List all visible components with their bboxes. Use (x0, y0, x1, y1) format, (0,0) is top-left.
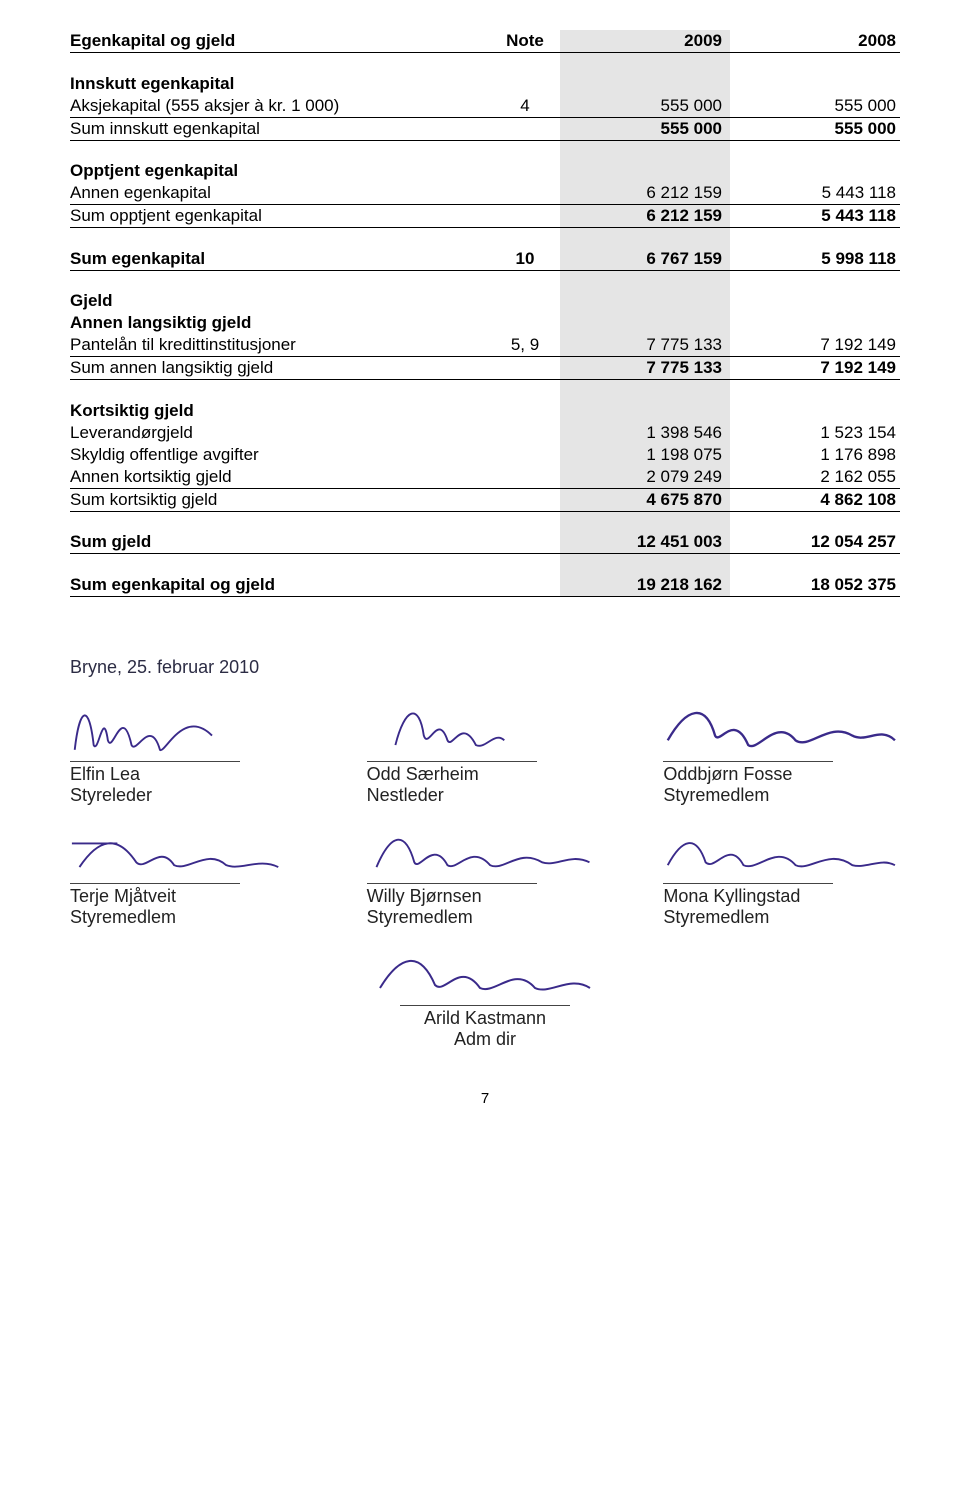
section-annen-langsiktig: Annen langsiktig gjeld (70, 312, 490, 334)
row-val-b: 18 052 375 (730, 574, 900, 597)
signature-name: Terje Mjåtveit (70, 886, 307, 907)
signatures-block: Bryne, 25. februar 2010 Elfin Lea Styrel… (70, 657, 900, 1050)
row-val-b: 555 000 (730, 95, 900, 118)
row-label: Sum kortsiktig gjeld (70, 488, 490, 511)
row-label: Skyldig offentlige avgifter (70, 444, 490, 466)
row-val-b: 4 862 108 (730, 488, 900, 511)
row-val-b: 1 176 898 (730, 444, 900, 466)
row-val-a: 6 212 159 (560, 205, 730, 228)
row-val-a: 19 218 162 (560, 574, 730, 597)
signature-3: Oddbjørn Fosse Styremedlem (663, 696, 900, 806)
signature-2: Odd Særheim Nestleder (367, 696, 604, 806)
row-val-a: 6 767 159 (560, 248, 730, 271)
signature-name: Elfin Lea (70, 764, 307, 785)
signature-6: Mona Kyllingstad Styremedlem (663, 818, 900, 928)
section-opptjent: Opptjent egenkapital (70, 160, 490, 182)
signature-name: Arild Kastmann (360, 1008, 610, 1029)
signature-name: Willy Bjørnsen (367, 886, 604, 907)
table-header-year-a: 2009 (560, 30, 730, 53)
signature-role: Adm dir (360, 1029, 610, 1050)
signature-4: Terje Mjåtveit Styremedlem (70, 818, 307, 928)
row-label: Annen kortsiktig gjeld (70, 466, 490, 489)
section-kortsiktig: Kortsiktig gjeld (70, 400, 490, 422)
signature-role: Styremedlem (70, 907, 307, 928)
table-header-note: Note (490, 30, 560, 53)
signature-7: Arild Kastmann Adm dir (360, 940, 610, 1050)
table-header-year-b: 2008 (730, 30, 900, 53)
table-header-title: Egenkapital og gjeld (70, 30, 490, 53)
row-label: Annen egenkapital (70, 182, 490, 205)
row-val-b: 5 443 118 (730, 182, 900, 205)
row-label: Aksjekapital (555 aksjer à kr. 1 000) (70, 95, 490, 118)
row-val-b: 5 443 118 (730, 205, 900, 228)
signature-name: Odd Særheim (367, 764, 604, 785)
row-val-a: 12 451 003 (560, 531, 730, 554)
row-val-a: 555 000 (560, 117, 730, 140)
row-val-b: 2 162 055 (730, 466, 900, 489)
row-label: Pantelån til kredittinstitusjoner (70, 334, 490, 357)
row-label: Sum gjeld (70, 531, 490, 554)
signature-role: Styremedlem (663, 785, 900, 806)
row-label: Sum opptjent egenkapital (70, 205, 490, 228)
signature-role: Styremedlem (367, 907, 604, 928)
section-gjeld: Gjeld (70, 290, 490, 312)
row-label: Sum egenkapital og gjeld (70, 574, 490, 597)
signature-1: Elfin Lea Styreleder (70, 696, 307, 806)
row-val-a: 4 675 870 (560, 488, 730, 511)
row-label: Sum egenkapital (70, 248, 490, 271)
section-innskutt: Innskutt egenkapital (70, 73, 490, 95)
page-number: 7 (70, 1090, 900, 1107)
row-val-b: 5 998 118 (730, 248, 900, 271)
signature-date: Bryne, 25. februar 2010 (70, 657, 900, 678)
row-val-a: 1 398 546 (560, 422, 730, 444)
row-val-a: 2 079 249 (560, 466, 730, 489)
balance-sheet-table: Egenkapital og gjeld Note 2009 2008 Inns… (70, 30, 900, 597)
row-note: 4 (490, 95, 560, 118)
row-label: Sum innskutt egenkapital (70, 117, 490, 140)
row-label: Sum annen langsiktig gjeld (70, 357, 490, 380)
row-val-b: 7 192 149 (730, 334, 900, 357)
signature-5: Willy Bjørnsen Styremedlem (367, 818, 604, 928)
row-val-b: 1 523 154 (730, 422, 900, 444)
signature-name: Mona Kyllingstad (663, 886, 900, 907)
row-note: 10 (490, 248, 560, 271)
signature-role: Nestleder (367, 785, 604, 806)
row-val-a: 7 775 133 (560, 357, 730, 380)
row-val-a: 7 775 133 (560, 334, 730, 357)
row-val-a: 6 212 159 (560, 182, 730, 205)
row-val-b: 12 054 257 (730, 531, 900, 554)
row-val-b: 555 000 (730, 117, 900, 140)
row-note: 5, 9 (490, 334, 560, 357)
signature-name: Oddbjørn Fosse (663, 764, 900, 785)
row-val-b: 7 192 149 (730, 357, 900, 380)
signature-role: Styreleder (70, 785, 307, 806)
row-label: Leverandørgjeld (70, 422, 490, 444)
row-val-a: 1 198 075 (560, 444, 730, 466)
signature-role: Styremedlem (663, 907, 900, 928)
row-val-a: 555 000 (560, 95, 730, 118)
